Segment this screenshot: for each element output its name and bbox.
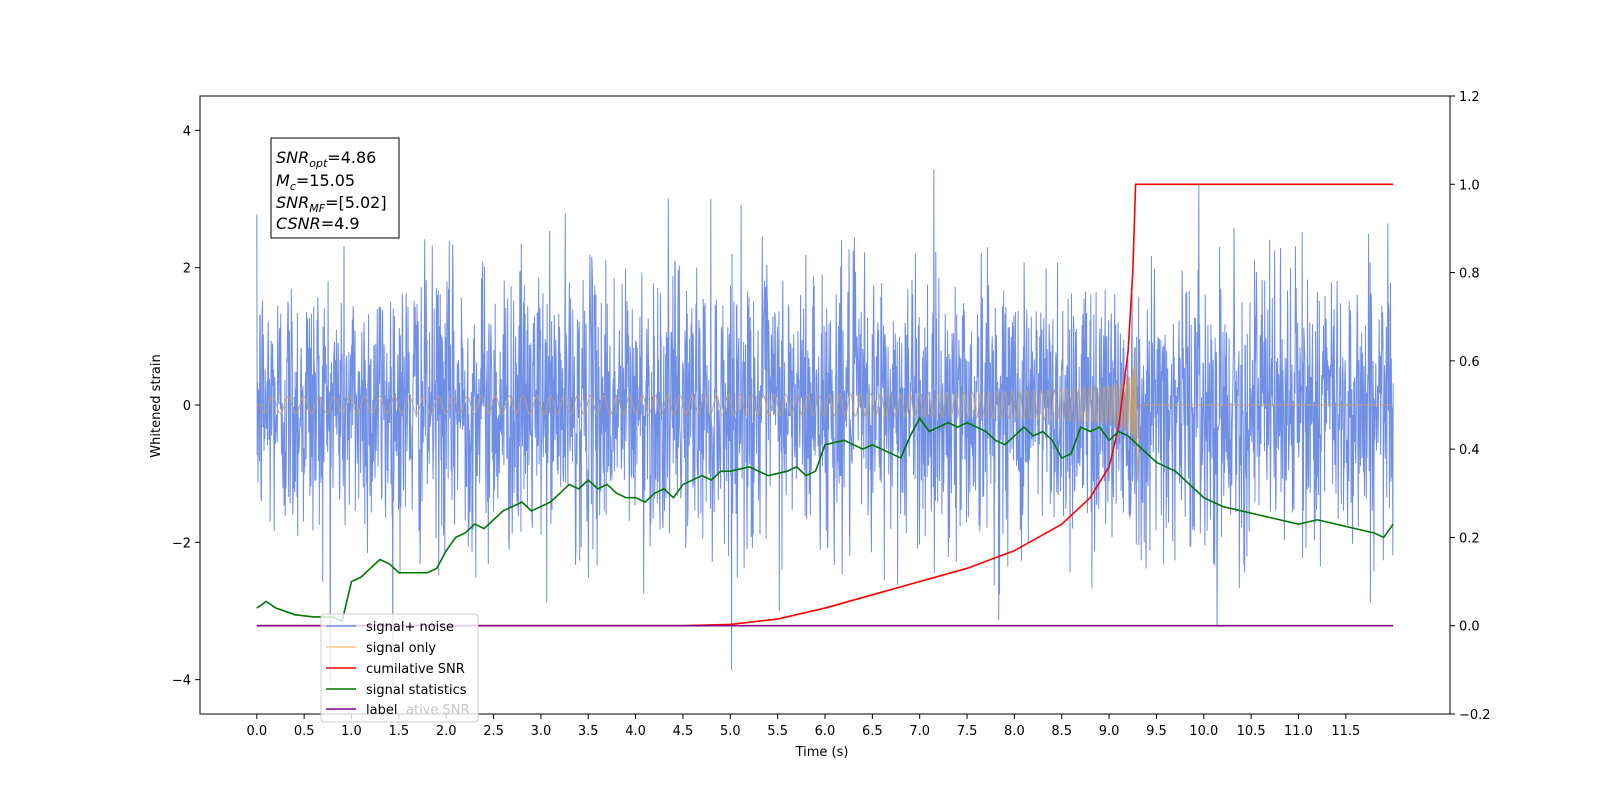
x-axis: 0.0 0.5 1.0 1.5 2.0 2.5 3.0 3.5 4.0 4.5 5.0 5.5 6.0 6…: [246, 714, 1360, 739]
legend-overlap-text: ative SNR: [406, 703, 470, 718]
x-tick-label: 6.5: [862, 724, 883, 739]
x-tick-label: 4.0: [625, 724, 646, 739]
legend: signal+ noise signal only cumilative SNR…: [320, 613, 479, 723]
annotation-snr-mf: SNRMF=[5.02]: [276, 193, 387, 215]
svg-text:label: label: [366, 703, 397, 718]
y-axis-left: 4 2 0 −2 −4: [172, 124, 200, 689]
y2-tick-label: 0.4: [1459, 443, 1480, 458]
legend-entry-label: label ative SNR: [326, 703, 470, 718]
y2-tick-label: 0.6: [1459, 355, 1480, 370]
y-axis-title: Whitened strain: [149, 354, 164, 457]
x-tick-label: 0.5: [294, 724, 315, 739]
x-tick-label: 5.0: [720, 724, 741, 739]
x-tick-label: 3.0: [531, 724, 552, 739]
y-axis-right: 1.2 1.0 0.8 0.6 0.4 0.2 0.0 −0.2: [1450, 90, 1491, 723]
x-tick-label: 10.5: [1237, 724, 1266, 739]
y-tick-label: −2: [172, 536, 191, 551]
y-tick-label: 0: [183, 399, 191, 414]
y-tick-label: 2: [183, 262, 191, 277]
x-tick-label: 7.0: [909, 724, 930, 739]
legend-entry-cumulative-snr: cumilative SNR: [326, 662, 465, 677]
x-tick-label: 10.0: [1189, 724, 1218, 739]
x-tick-label: 8.0: [1004, 724, 1025, 739]
x-tick-label: 8.5: [1051, 724, 1072, 739]
y-tick-label: 4: [183, 124, 191, 139]
legend-entry-signal-noise: signal+ noise: [326, 620, 454, 635]
annotation-csnr: CSNR=4.9: [276, 214, 360, 233]
series-signal-statistics: [256, 416, 1394, 623]
y2-tick-label: −0.2: [1459, 708, 1491, 723]
legend-entry-signal-statistics: signal statistics: [326, 683, 467, 698]
x-tick-label: 5.5: [767, 724, 788, 739]
svg-text:signal only: signal only: [366, 641, 436, 656]
x-tick-label: 1.5: [389, 724, 410, 739]
y2-tick-label: 0.2: [1459, 531, 1480, 546]
x-tick-label: 0.0: [246, 724, 267, 739]
x-tick-label: 11.5: [1331, 724, 1360, 739]
series-signal-only: [256, 346, 1394, 481]
x-tick-label: 9.5: [1146, 724, 1167, 739]
series-cumulative-snr: [256, 183, 1394, 627]
x-axis-title: Time (s): [795, 745, 849, 760]
x-tick-label: 2.5: [483, 724, 504, 739]
svg-text:signal+ noise: signal+ noise: [366, 620, 454, 635]
x-tick-label: 4.5: [673, 724, 694, 739]
x-tick-label: 3.5: [578, 724, 599, 739]
y-tick-label: −4: [172, 674, 191, 689]
y2-tick-label: 0.0: [1459, 620, 1480, 635]
series-layer: [256, 169, 1394, 687]
svg-text:cumilative SNR: cumilative SNR: [366, 662, 465, 677]
annotation-chirp-mass: Mc=15.05: [276, 171, 355, 193]
series-signal-noise: [256, 169, 1394, 687]
svg-text:signal statistics: signal statistics: [366, 683, 467, 698]
x-tick-label: 11.0: [1284, 724, 1313, 739]
annotation-snr-opt: SNRopt=4.86: [276, 148, 376, 170]
x-tick-label: 9.0: [1099, 724, 1120, 739]
x-tick-label: 7.5: [957, 724, 978, 739]
x-tick-label: 6.0: [815, 724, 836, 739]
y2-tick-label: 1.2: [1459, 90, 1480, 105]
y2-tick-label: 0.8: [1459, 267, 1480, 282]
annotation-box: SNRopt=4.86 Mc=15.05 SNRMF=[5.02] CSNR=4…: [270, 137, 400, 239]
x-tick-label: 1.0: [341, 724, 362, 739]
legend-entry-signal-only: signal only: [326, 641, 436, 656]
x-tick-label: 2.0: [436, 724, 457, 739]
y2-tick-label: 1.0: [1459, 178, 1480, 193]
